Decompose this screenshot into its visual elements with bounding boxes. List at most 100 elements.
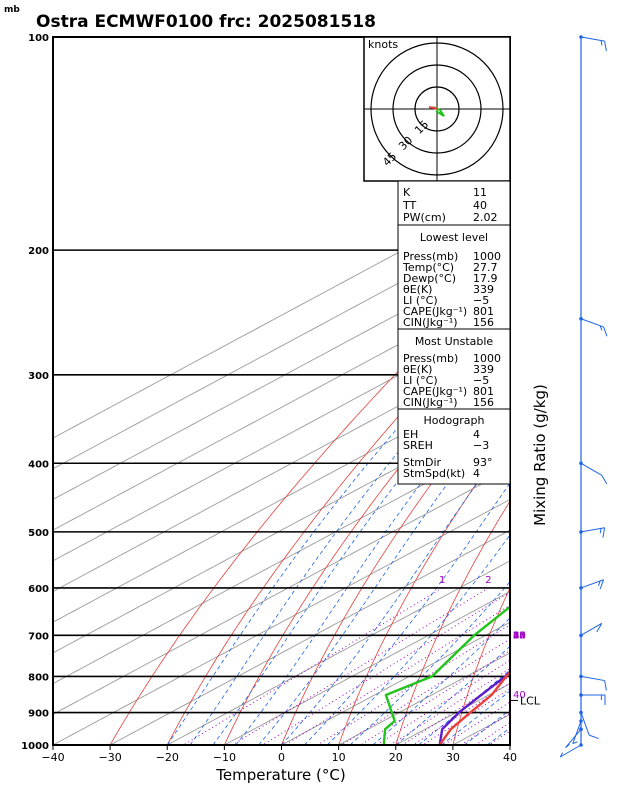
moist-adiabat-line	[189, 369, 469, 745]
hd-sreh-value: −3	[473, 439, 489, 452]
ll-thetae-value: 339	[473, 283, 494, 296]
mixing-ratio-label: 8	[513, 630, 519, 641]
parcel-profile-line	[438, 670, 510, 745]
indices-panel: K 11 TT 40 PW(cm) 2.02 Lowest level Pres…	[397, 180, 511, 485]
hd-eh-label: EH	[403, 428, 418, 441]
temperature-tick-label: 30	[446, 751, 460, 764]
mu-cin-value: 156	[473, 396, 494, 409]
isotherm-line	[109, 529, 510, 745]
pressure-tick-label: 1000	[21, 741, 49, 752]
isotherm-line	[53, 222, 510, 470]
mixing-ratio-label: 14	[513, 630, 526, 641]
index-k-label: K	[403, 186, 411, 199]
wind-barb-shaft	[580, 318, 604, 328]
lowest-level-box	[397, 224, 511, 330]
isotherm-line	[53, 406, 510, 654]
isotherm-line	[509, 744, 510, 745]
temperature-tick-label: −40	[41, 751, 64, 764]
dry-adiabat-line	[509, 742, 510, 745]
wind-barb-flag	[596, 623, 603, 633]
mixing-ratio-label: 1	[439, 575, 445, 586]
isotherm-line	[53, 437, 510, 685]
mixing-ratio-line	[488, 730, 510, 745]
pressure-tick-label: 600	[28, 584, 49, 595]
hodograph-ring-30	[392, 64, 482, 154]
wind-barb-flag	[599, 528, 602, 534]
mixing-ratio-line	[317, 623, 510, 745]
mixing-ratio-label: 25	[513, 630, 526, 641]
profiles	[382, 605, 510, 745]
mixing-ratio-label: 12	[513, 630, 526, 641]
hodograph-table-box	[397, 408, 511, 485]
ll-cin-value: 156	[473, 316, 494, 329]
dry-adiabat-line	[395, 500, 510, 745]
hodograph-table-header: Hodograph	[424, 414, 485, 427]
wind-barb-shaft	[580, 36, 605, 42]
isotherm-line	[53, 345, 510, 593]
ll-temp-label: Temp(°C)	[402, 261, 454, 274]
most-unstable-header: Most Unstable	[415, 335, 494, 348]
mu-cin-label: CIN(Jkg⁻¹)	[403, 396, 458, 409]
index-tt-value: 40	[473, 199, 487, 212]
hodograph-units-label: knots	[368, 38, 398, 51]
mixing-ratio-label: 20	[513, 630, 526, 641]
mixing-ratio-label: 2	[485, 575, 491, 586]
moist-adiabat-line	[166, 389, 432, 745]
wind-barb-flag	[565, 744, 570, 748]
ll-cin-label: CIN(Jkg⁻¹)	[403, 316, 458, 329]
wind-barb-shaft	[572, 720, 582, 744]
wind-barb-flag	[603, 326, 608, 337]
hodograph: knots 15 30 45	[363, 36, 511, 182]
mu-press-label: Press(mb)	[403, 352, 458, 365]
hodograph-ring-15	[414, 86, 460, 132]
ll-dewp-label: Dewp(°C)	[403, 272, 456, 285]
hd-sreh-label: SREH	[403, 439, 433, 452]
moist-adiabat-line	[281, 437, 510, 745]
ll-cape-label: CAPE(Jkg⁻¹)	[403, 305, 467, 318]
moist-adiabat-line	[441, 690, 510, 745]
ll-press-value: 1000	[473, 250, 501, 263]
wind-barb-shaft	[580, 675, 605, 682]
mu-thetae-value: 339	[473, 363, 494, 376]
temperature-tick-label: 0	[278, 751, 285, 764]
hd-stmspd-label: StmSpd(kt)	[403, 467, 465, 480]
temperature-tick-label: 20	[389, 751, 403, 764]
ll-press-label: Press(mb)	[403, 250, 458, 263]
indices-top-box	[397, 180, 511, 226]
wind-barb-shaft	[580, 462, 603, 476]
lowest-level-header: Lowest level	[420, 231, 488, 244]
mu-li-value: −5	[473, 374, 489, 387]
wind-barb-flag	[589, 734, 599, 740]
hd-eh-value: 4	[473, 428, 480, 441]
hd-stmdir-value: 93°	[473, 456, 493, 469]
mixing-ratio-label: 6	[513, 630, 519, 641]
index-tt-label: TT	[402, 199, 417, 212]
pressure-tick-label: 200	[28, 246, 49, 257]
mixing-ratio-axis-label: Mixing Ratio (g/kg)	[531, 384, 549, 526]
moist-adiabat-line	[326, 534, 510, 745]
isotherm-line	[338, 652, 510, 745]
wind-barb-flag	[559, 752, 564, 758]
wind-barb-flag	[602, 527, 606, 538]
chart-title: Ostra ECMWF0100 frc: 2025081518	[36, 12, 376, 32]
hd-stmspd-value: 4	[473, 467, 480, 480]
pressure-unit-label: mb	[4, 5, 20, 15]
ll-cape-value: 801	[473, 305, 494, 318]
isotherm-line	[53, 498, 510, 745]
mixing-ratio-label: 16	[513, 630, 526, 641]
index-k-value: 11	[473, 186, 487, 199]
pressure-tick-label: 300	[28, 371, 49, 382]
isotherm-line	[53, 468, 510, 715]
mixing-ratio-label: 10	[513, 630, 526, 641]
hd-stmdir-label: StmDir	[403, 456, 442, 469]
isotherm-line	[53, 253, 510, 500]
wind-barb-flag	[597, 580, 601, 586]
dry-adiabat-line	[452, 587, 510, 745]
temperature-axis: −40 −30 −20 −10 0 10 20 30 40	[41, 745, 517, 764]
dry-adiabat-line	[338, 435, 510, 745]
mixing-ratio-label: 30	[513, 630, 526, 641]
temperature-tick-label: −10	[213, 751, 236, 764]
isotherm-line	[281, 621, 510, 745]
moist-adiabat-line	[212, 347, 509, 745]
